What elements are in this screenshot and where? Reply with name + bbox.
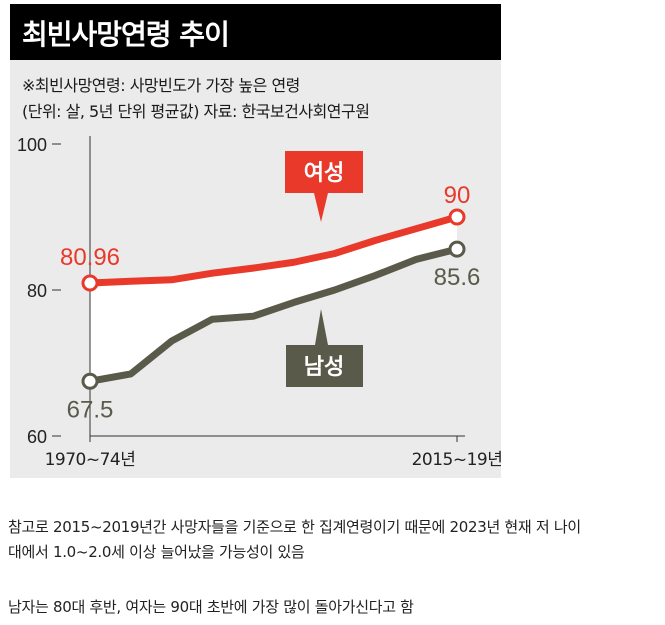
data-label-female-end: 90 <box>444 182 471 209</box>
caption-line-2: 남자는 80대 후반, 여자는 90대 초반에 가장 많이 돌아가신다고 함 <box>8 598 414 616</box>
caption-line-1-continued: 대에서 1.0~2.0세 이상 늘어났을 가능성이 있음 <box>8 543 305 561</box>
gap-band-area <box>90 217 457 382</box>
legend-label-male: 남성 <box>304 355 344 380</box>
data-label-male-end: 85.6 <box>434 264 481 291</box>
data-point-female-0 <box>81 274 99 292</box>
chart-figure: 최빈사망연령 추이 ※최빈사망연령: 사망빈도가 가장 높은 연령 (단위: 살… <box>10 4 501 478</box>
data-label-male-start: 67.5 <box>67 396 114 423</box>
x-tick-label-1: 2015~19년 <box>412 450 501 470</box>
chart-plot: 60 80 100 1970~74년 2015~19년 80.96 90 67.5 85.6 여성… <box>17 135 501 470</box>
data-point-female-9 <box>448 208 466 226</box>
legend-label-female: 여성 <box>304 161 344 186</box>
series-line-male <box>86 245 461 385</box>
chart-note-definition: ※최빈사망연령: 사망빈도가 가장 높은 연령 <box>22 76 300 95</box>
caption-line-1: 참고로 2015~2019년간 사망자들을 기준으로 한 집계연령이기 때문에 … <box>8 518 581 536</box>
chart-note-source: (단위: 살, 5년 단위 평균값) 자료: 한국보건사회연구원 <box>22 102 370 121</box>
chart-title: 최빈사망연령 추이 <box>22 18 230 51</box>
legend-box-female <box>285 151 363 193</box>
data-label-female-start: 80.96 <box>60 244 120 271</box>
x-tick-label-0: 1970~74년 <box>45 450 136 470</box>
data-point-male-9 <box>448 240 466 258</box>
y-tick-label-100: 100 <box>17 135 47 155</box>
legend-box-male <box>286 345 363 387</box>
y-tick-label-60: 60 <box>27 427 47 447</box>
legend-pointer-female <box>314 193 328 222</box>
data-point-male-0 <box>81 372 99 390</box>
y-tick-label-80: 80 <box>27 281 47 301</box>
title-bar: 최빈사망연령 추이 <box>10 4 501 60</box>
legend-pointer-male <box>315 309 328 345</box>
series-line-female <box>86 213 461 287</box>
